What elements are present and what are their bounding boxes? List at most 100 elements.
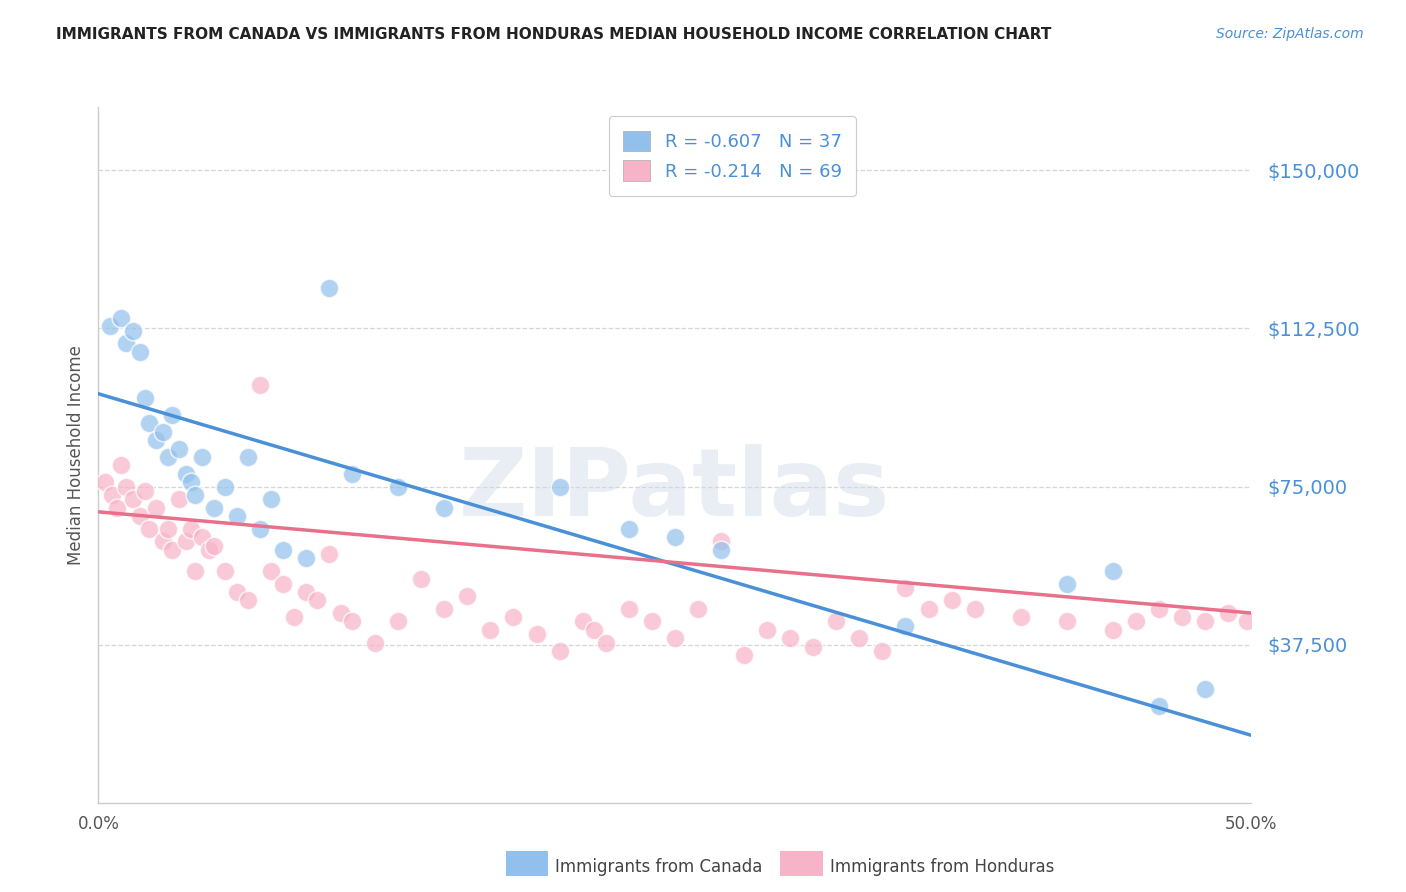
Point xyxy=(756,623,779,637)
Point xyxy=(526,627,548,641)
Point xyxy=(1218,606,1240,620)
Text: ZIPatlas: ZIPatlas xyxy=(460,443,890,536)
Point xyxy=(138,417,160,431)
Point xyxy=(894,581,917,595)
Point xyxy=(387,615,409,629)
Point xyxy=(340,467,363,481)
Point xyxy=(295,585,318,599)
Point xyxy=(152,425,174,439)
Point xyxy=(238,450,260,464)
Point xyxy=(1171,610,1194,624)
Point xyxy=(872,644,894,658)
Legend: R = -0.607   N = 37, R = -0.214   N = 69: R = -0.607 N = 37, R = -0.214 N = 69 xyxy=(609,116,856,195)
Point xyxy=(825,615,848,629)
Point xyxy=(963,602,986,616)
Point xyxy=(129,344,152,359)
Point xyxy=(180,475,202,490)
Point xyxy=(180,522,202,536)
Point xyxy=(583,623,606,637)
Point xyxy=(502,610,524,624)
Point xyxy=(122,492,145,507)
Point xyxy=(249,522,271,536)
Point xyxy=(1194,681,1216,696)
Point xyxy=(249,378,271,392)
Point xyxy=(160,408,183,422)
Point xyxy=(595,635,617,649)
Point xyxy=(115,336,138,351)
Point xyxy=(167,492,190,507)
Point xyxy=(433,602,456,616)
Y-axis label: Median Household Income: Median Household Income xyxy=(66,345,84,565)
Point xyxy=(260,564,283,578)
Point xyxy=(115,479,138,493)
Point xyxy=(801,640,824,654)
Point xyxy=(191,530,214,544)
Text: Immigrants from Honduras: Immigrants from Honduras xyxy=(830,858,1054,876)
Point xyxy=(917,602,939,616)
Point xyxy=(411,572,433,586)
Point xyxy=(156,522,179,536)
Point xyxy=(479,623,502,637)
Point xyxy=(145,500,167,515)
Point xyxy=(138,522,160,536)
Point xyxy=(174,534,197,549)
Point xyxy=(98,319,121,334)
Point xyxy=(134,483,156,498)
Point xyxy=(1010,610,1032,624)
Point xyxy=(779,632,801,646)
Point xyxy=(387,479,409,493)
Point xyxy=(214,564,236,578)
Point xyxy=(710,542,733,557)
Point xyxy=(94,475,117,490)
Point xyxy=(1147,698,1170,713)
Text: Source: ZipAtlas.com: Source: ZipAtlas.com xyxy=(1216,27,1364,41)
Point xyxy=(110,310,132,325)
Point xyxy=(134,391,156,405)
Text: IMMIGRANTS FROM CANADA VS IMMIGRANTS FROM HONDURAS MEDIAN HOUSEHOLD INCOME CORRE: IMMIGRANTS FROM CANADA VS IMMIGRANTS FRO… xyxy=(56,27,1052,42)
Point xyxy=(1194,615,1216,629)
Point xyxy=(156,450,179,464)
Point xyxy=(894,618,917,632)
Point xyxy=(295,551,318,566)
Point xyxy=(433,500,456,515)
Point xyxy=(225,585,247,599)
Point xyxy=(129,509,152,524)
Point xyxy=(848,632,870,646)
Point xyxy=(283,610,305,624)
Point xyxy=(456,589,478,603)
Point xyxy=(686,602,709,616)
Point xyxy=(1236,615,1258,629)
Point xyxy=(617,602,640,616)
Point xyxy=(225,509,247,524)
Point xyxy=(548,644,571,658)
Point xyxy=(733,648,755,663)
Point xyxy=(105,500,128,515)
Point xyxy=(238,593,260,607)
Point xyxy=(145,433,167,447)
Point xyxy=(641,615,664,629)
Point xyxy=(1102,623,1125,637)
Point xyxy=(318,281,340,295)
Point xyxy=(364,635,387,649)
Point xyxy=(202,500,225,515)
Point xyxy=(260,492,283,507)
Point xyxy=(214,479,236,493)
Point xyxy=(664,632,686,646)
Point xyxy=(184,564,207,578)
Point xyxy=(941,593,963,607)
Point xyxy=(1056,576,1078,591)
Point xyxy=(160,542,183,557)
Point xyxy=(184,488,207,502)
Point xyxy=(167,442,190,456)
Point xyxy=(307,593,329,607)
Point xyxy=(318,547,340,561)
Point xyxy=(617,522,640,536)
Point xyxy=(271,542,294,557)
Point xyxy=(202,539,225,553)
Text: Immigrants from Canada: Immigrants from Canada xyxy=(555,858,762,876)
Point xyxy=(174,467,197,481)
Point xyxy=(664,530,686,544)
Point xyxy=(1102,564,1125,578)
Point xyxy=(122,324,145,338)
Point xyxy=(710,534,733,549)
